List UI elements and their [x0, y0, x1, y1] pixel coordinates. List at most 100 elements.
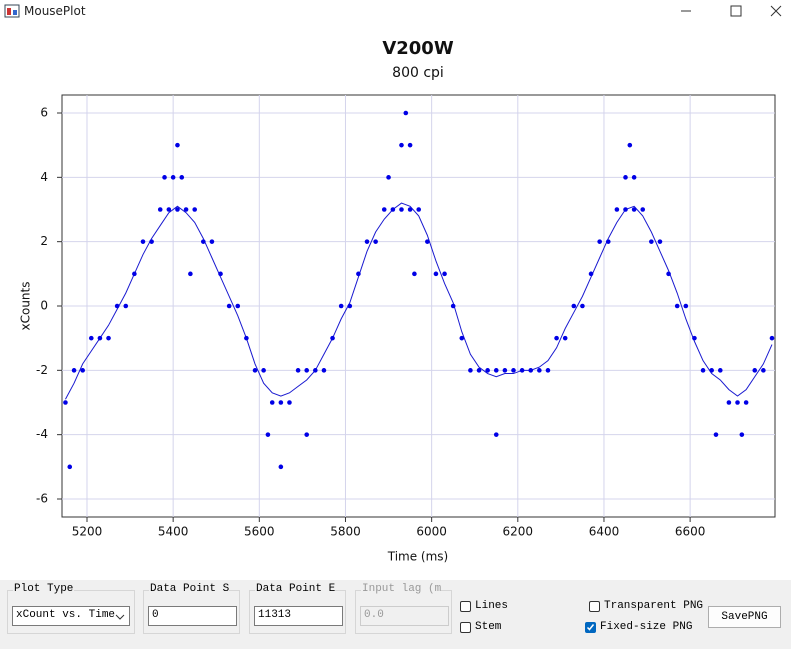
x-tick-label: 6000 — [416, 525, 447, 539]
control-panel: Plot Type xCount vs. Time Data Point Sta… — [0, 580, 791, 649]
point — [640, 207, 646, 212]
point — [623, 175, 628, 180]
point — [605, 239, 611, 244]
lines-checkbox[interactable]: Lines — [460, 600, 508, 612]
point — [304, 368, 310, 373]
point — [571, 303, 577, 309]
window-title: MousePlot — [24, 4, 86, 18]
point — [330, 335, 335, 341]
point — [528, 368, 534, 373]
point — [666, 271, 671, 277]
point — [175, 142, 180, 148]
point — [562, 335, 568, 341]
y-axis-label: xCounts — [19, 282, 33, 331]
x-tick-label: 5400 — [158, 525, 189, 539]
point — [752, 368, 758, 373]
checkbox-label: Fixed-size PNG — [600, 621, 693, 633]
point — [261, 368, 266, 373]
point — [631, 207, 637, 212]
stem-checkbox[interactable]: Stem — [460, 621, 501, 633]
point — [700, 368, 706, 373]
point — [390, 207, 396, 212]
point — [537, 368, 542, 373]
point — [416, 207, 422, 212]
point — [123, 303, 129, 309]
point — [403, 110, 409, 116]
point — [386, 175, 391, 180]
point — [739, 432, 745, 437]
point — [627, 142, 633, 148]
end-group: Data Point End 11313 — [249, 583, 346, 634]
point — [713, 432, 719, 437]
x-axis-label: Time (ms) — [387, 550, 449, 564]
point — [287, 400, 292, 405]
title-bar: MousePlot — [0, 0, 791, 22]
point — [114, 303, 120, 309]
point — [442, 271, 447, 277]
checkbox-label: Lines — [475, 600, 509, 612]
checkbox-label: Transparent PNG — [604, 600, 704, 612]
group-label: Data Point Start — [149, 583, 229, 597]
point — [67, 464, 73, 470]
point — [140, 239, 146, 244]
point — [407, 142, 413, 148]
point — [545, 368, 551, 373]
point — [743, 400, 749, 405]
point — [511, 368, 516, 373]
point — [201, 239, 206, 244]
start-input[interactable]: 0 — [148, 606, 237, 626]
point — [356, 271, 361, 277]
point — [709, 368, 714, 373]
point — [278, 400, 284, 405]
point — [149, 239, 154, 244]
y-tick-label: -6 — [36, 491, 48, 505]
save-button[interactable]: SavePNG — [708, 606, 781, 628]
point — [588, 271, 594, 277]
lag-group: Input lag (ms) 0.0 — [355, 583, 452, 634]
point — [554, 335, 559, 341]
input-value: 0.0 — [364, 609, 384, 621]
point — [623, 207, 628, 212]
window-buttons[interactable] — [661, 0, 791, 22]
x-tick-label: 5600 — [244, 525, 275, 539]
y-tick-label: -4 — [36, 427, 48, 441]
series-line — [65, 202, 773, 400]
point — [761, 368, 766, 373]
point — [717, 368, 723, 373]
point — [235, 303, 241, 309]
start-group: Data Point Start 0 — [143, 583, 240, 634]
plot-type-select[interactable]: xCount vs. Time — [12, 606, 130, 626]
point — [399, 207, 404, 212]
point — [519, 368, 525, 373]
group-label: Plot Type — [13, 583, 75, 597]
end-input[interactable]: 11313 — [254, 606, 343, 626]
point — [80, 368, 85, 373]
point — [493, 368, 499, 373]
point — [631, 175, 637, 180]
point — [468, 368, 473, 373]
point — [278, 464, 284, 470]
point — [71, 368, 77, 373]
point — [399, 142, 404, 148]
point — [347, 303, 353, 309]
point — [485, 368, 490, 373]
point — [373, 239, 378, 244]
point — [313, 368, 318, 373]
y-tick-label: -2 — [36, 363, 48, 377]
transparent-checkbox[interactable]: Transparent PNG — [589, 600, 703, 612]
point — [106, 335, 111, 341]
lag-input: 0.0 — [360, 606, 449, 626]
point — [209, 239, 215, 244]
y-tick-label: 0 — [40, 299, 48, 313]
x-tick-label: 5800 — [330, 525, 361, 539]
point — [412, 271, 417, 277]
fixed-size-checkbox[interactable]: Fixed-size PNG — [585, 621, 692, 633]
point — [179, 175, 185, 180]
point — [450, 303, 456, 309]
data-layer — [63, 110, 775, 470]
group-label: Data Point End — [255, 583, 335, 597]
chart: V200W 800 cpi Time (ms) xCounts -6 -4 -2 0 2… — [19, 38, 776, 564]
point — [269, 400, 275, 405]
point — [304, 432, 310, 437]
